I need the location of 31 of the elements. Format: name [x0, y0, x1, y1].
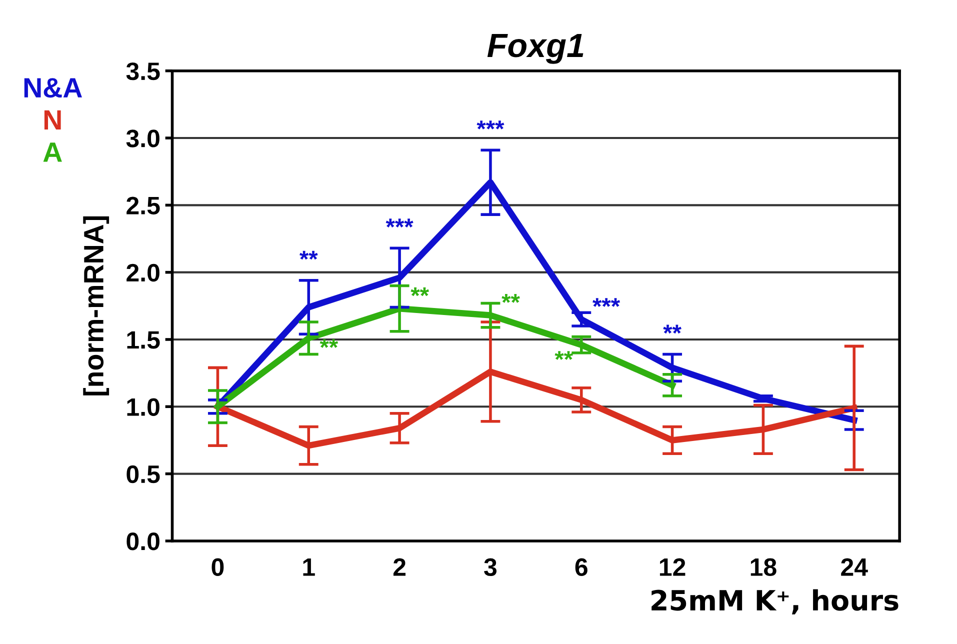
x-tick-label: 0 — [212, 558, 224, 576]
y-axis-title: [norm-mRNA] — [83, 216, 110, 396]
annotation: ** — [410, 287, 430, 296]
annotation: *** — [476, 120, 504, 130]
x-tick-label: 1 — [303, 558, 315, 576]
y-tick-label: 2.5 — [126, 196, 160, 214]
x-tick-label: 18 — [750, 558, 776, 576]
y-tick-label: 2.0 — [126, 264, 160, 282]
x-tick-label: 6 — [575, 558, 588, 576]
y-tick-label: 3.5 — [126, 62, 160, 80]
annotation: ** — [300, 250, 318, 260]
x-tick-label: 2 — [393, 558, 406, 576]
annotation: *** — [592, 298, 620, 307]
annotation: *** — [386, 218, 414, 228]
annotation: ** — [663, 324, 682, 334]
y-tick-label: 0.0 — [126, 532, 160, 550]
chart-title: Foxg1 — [487, 34, 584, 64]
y-tick-label: 3.0 — [126, 130, 160, 148]
text: A — [43, 142, 62, 162]
x-axis-title: 25mM K⁺, hours — [652, 589, 898, 614]
y-tick-label: 1.0 — [127, 398, 160, 416]
x-tick-label: 24 — [841, 558, 868, 576]
x-tick-label: 12 — [660, 558, 686, 576]
text: N — [44, 110, 61, 130]
annotation: ** — [554, 351, 574, 360]
y-tick-label: 1.5 — [127, 331, 160, 349]
text: N&A — [24, 78, 82, 98]
y-tick-label: 0.5 — [126, 465, 160, 484]
x-tick-label: 3 — [484, 558, 497, 576]
annotation: ** — [502, 294, 520, 303]
annotation: ** — [320, 339, 338, 348]
